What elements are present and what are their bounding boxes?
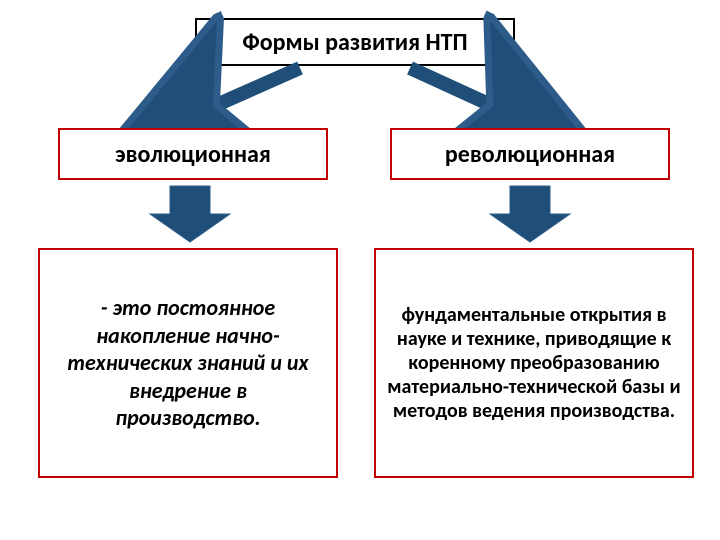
- description-left-text: - это постоянное накопление начно-технич…: [56, 294, 320, 432]
- description-left-box: - это постоянное накопление начно-технич…: [38, 248, 338, 478]
- block-arrow-left: [150, 186, 230, 242]
- description-right-text: фундаментальные открытия в науке и техни…: [386, 303, 682, 423]
- branch-left-label: эволюционная: [115, 140, 271, 169]
- branch-right-box: революционная: [390, 128, 670, 180]
- branch-right-label: революционная: [445, 140, 615, 169]
- description-right-box: фундаментальные открытия в науке и техни…: [374, 248, 694, 478]
- block-arrow-right: [490, 186, 570, 242]
- branch-left-box: эволюционная: [58, 128, 328, 180]
